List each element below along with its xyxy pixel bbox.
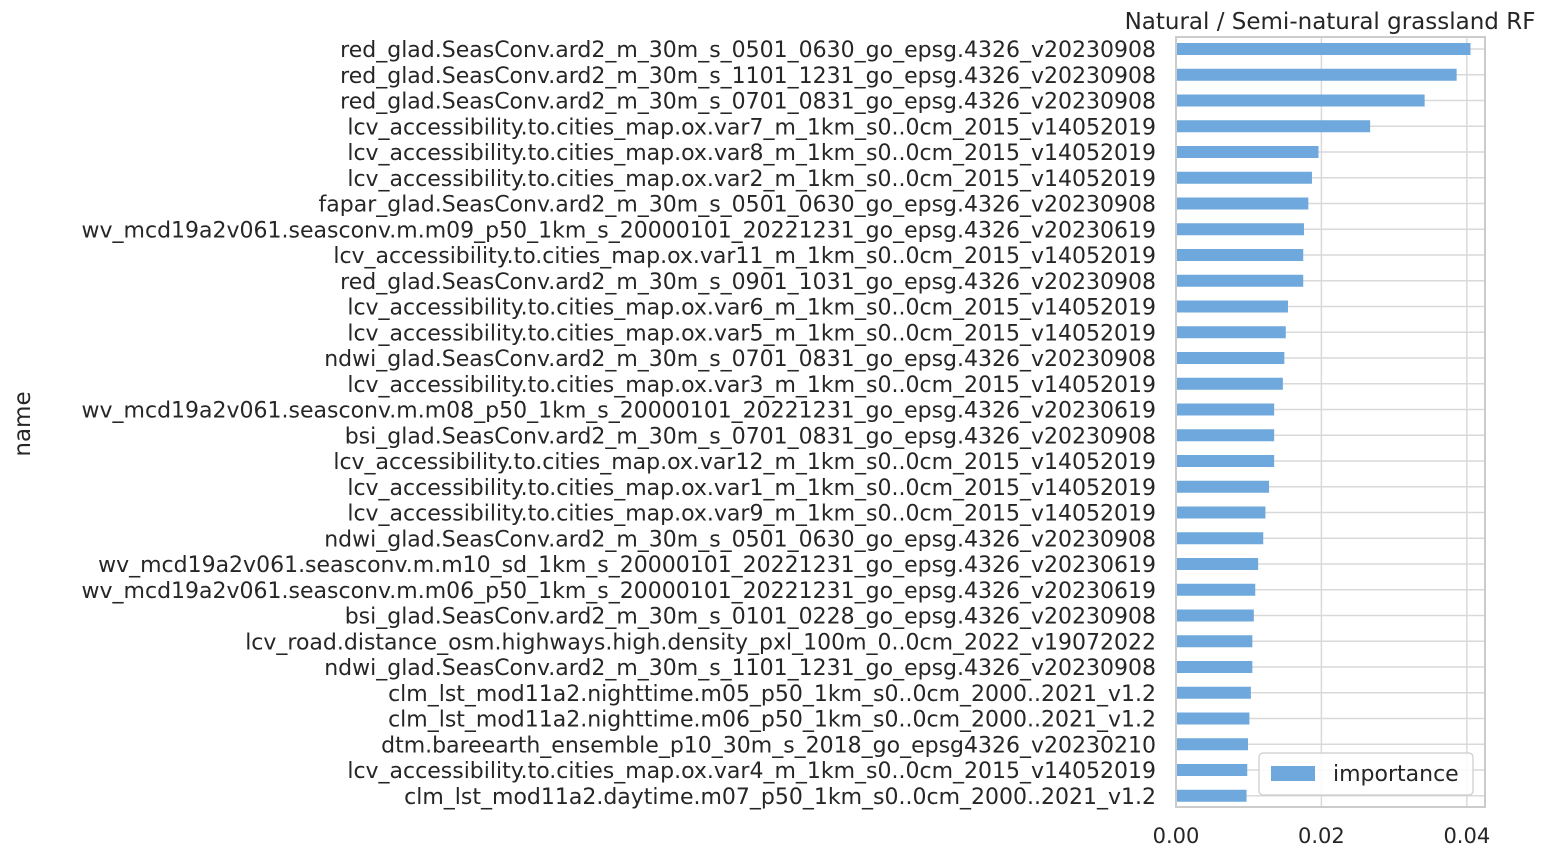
- bar: [1176, 712, 1250, 725]
- category-label: red_glad.SeasConv.ard2_m_30m_s_0701_0831…: [340, 90, 1156, 115]
- category-label: lcv_accessibility.to.cities_map.ox.var8_…: [347, 141, 1156, 166]
- category-label: wv_mcd19a2v061.seasconv.m.m06_p50_1km_s_…: [82, 579, 1156, 604]
- bar: [1176, 326, 1286, 339]
- bar: [1176, 583, 1256, 596]
- category-label: wv_mcd19a2v061.seasconv.m.m09_p50_1km_s_…: [82, 218, 1156, 243]
- category-label: ndwi_glad.SeasConv.ard2_m_30m_s_0701_083…: [324, 347, 1156, 372]
- bar: [1176, 635, 1253, 648]
- bar: [1176, 120, 1371, 133]
- bar: [1176, 146, 1319, 158]
- category-label: lcv_accessibility.to.cities_map.ox.var9_…: [347, 502, 1156, 527]
- category-label: fapar_glad.SeasConv.ard2_m_30m_s_0501_06…: [319, 193, 1156, 218]
- bar: [1176, 661, 1253, 673]
- category-label: lcv_accessibility.to.cities_map.ox.var7_…: [347, 115, 1156, 140]
- bar: [1176, 197, 1309, 210]
- bar: [1176, 249, 1304, 261]
- bar: [1176, 480, 1270, 493]
- category-label: lcv_accessibility.to.cities_map.ox.var4_…: [347, 759, 1156, 784]
- bar: [1176, 43, 1471, 55]
- category-label: clm_lst_mod11a2.nighttime.m06_p50_1km_s0…: [388, 708, 1156, 733]
- category-label: lcv_accessibility.to.cities_map.ox.var1_…: [347, 476, 1156, 501]
- bar: [1176, 223, 1304, 236]
- category-label: lcv_road.distance_osm.highways.high.dens…: [245, 630, 1156, 655]
- bar: [1176, 68, 1457, 81]
- bar: [1176, 171, 1312, 184]
- bar: [1176, 764, 1248, 776]
- category-label: lcv_accessibility.to.cities_map.ox.var6_…: [347, 296, 1156, 321]
- chart-title: Natural / Semi-natural grassland RF: [1125, 9, 1536, 35]
- category-label: lcv_accessibility.to.cities_map.ox.var3_…: [347, 373, 1156, 398]
- bar: [1176, 738, 1248, 751]
- bar: [1176, 455, 1275, 467]
- bar: [1176, 300, 1288, 313]
- x-tick-label: 0.00: [1153, 824, 1200, 848]
- bar: [1176, 94, 1425, 107]
- category-label: lcv_accessibility.to.cities_map.ox.var5_…: [347, 321, 1156, 346]
- category-label: wv_mcd19a2v061.seasconv.m.m08_p50_1km_s_…: [82, 399, 1156, 424]
- x-tick-label: 0.04: [1443, 824, 1490, 848]
- bars-group: [1176, 43, 1471, 802]
- category-label: lcv_accessibility.to.cities_map.ox.var11…: [333, 244, 1156, 269]
- bar: [1176, 377, 1283, 390]
- bar: [1176, 506, 1266, 519]
- category-labels: red_glad.SeasConv.ard2_m_30m_s_0501_0630…: [82, 38, 1156, 810]
- category-label: bsi_glad.SeasConv.ard2_m_30m_s_0701_0831…: [345, 424, 1156, 449]
- category-label: ndwi_glad.SeasConv.ard2_m_30m_s_1101_123…: [324, 656, 1156, 681]
- plot-frame: [1175, 36, 1486, 808]
- category-label: red_glad.SeasConv.ard2_m_30m_s_1101_1231…: [340, 64, 1156, 89]
- legend-label: importance: [1333, 762, 1459, 787]
- bar: [1176, 274, 1304, 287]
- legend-box: [1258, 752, 1474, 796]
- category-label: red_glad.SeasConv.ard2_m_30m_s_0901_1031…: [340, 270, 1156, 295]
- category-label: wv_mcd19a2v061.seasconv.m.m10_sd_1km_s_2…: [98, 553, 1156, 578]
- bar: [1176, 609, 1254, 622]
- category-label: bsi_glad.SeasConv.ard2_m_30m_s_0101_0228…: [345, 605, 1156, 630]
- category-label: dtm.bareearth_ensemble_p10_30m_s_2018_go…: [381, 733, 1156, 758]
- bar: [1176, 352, 1285, 364]
- category-label: lcv_accessibility.to.cities_map.ox.var12…: [333, 450, 1156, 475]
- y-axis-label: name: [10, 391, 36, 456]
- bar: [1176, 789, 1247, 802]
- bar: [1176, 686, 1251, 699]
- category-label: clm_lst_mod11a2.daytime.m07_p50_1km_s0..…: [404, 785, 1156, 810]
- bar: [1176, 403, 1275, 416]
- legend: importance: [1258, 752, 1474, 796]
- bar: [1176, 558, 1259, 570]
- x-tick-label: 0.02: [1298, 824, 1345, 848]
- legend-swatch: [1271, 766, 1315, 781]
- bar: [1176, 532, 1264, 545]
- bar: [1176, 429, 1275, 442]
- category-label: ndwi_glad.SeasConv.ard2_m_30m_s_0501_063…: [324, 527, 1156, 552]
- category-label: red_glad.SeasConv.ard2_m_30m_s_0501_0630…: [340, 38, 1156, 63]
- category-label: lcv_accessibility.to.cities_map.ox.var2_…: [347, 167, 1156, 192]
- category-label: clm_lst_mod11a2.nighttime.m05_p50_1km_s0…: [388, 682, 1156, 707]
- x-tick-labels: 0.00 0.02 0.04: [1153, 824, 1491, 848]
